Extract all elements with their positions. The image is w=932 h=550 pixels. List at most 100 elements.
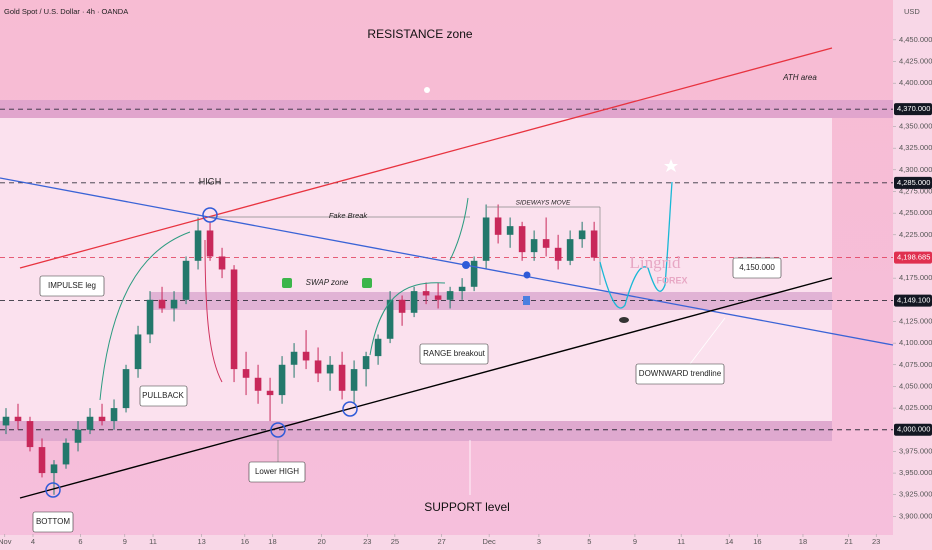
y-tick-label: 4,225.000: [899, 230, 932, 239]
projection-path: [599, 181, 673, 309]
time-axis: [0, 535, 893, 550]
label: RESISTANCE zone: [367, 27, 472, 41]
x-tick-label: 23: [363, 537, 371, 546]
price-label-box: [894, 251, 932, 264]
x-tick-label: 11: [149, 537, 157, 546]
candle-body: [266, 390, 274, 396]
candle-body: [158, 299, 166, 309]
y-tick-label: 4,050.000: [899, 381, 932, 390]
candle-body: [302, 351, 310, 361]
candle-body: [374, 338, 382, 357]
y-tick-label: 4,125.000: [899, 316, 932, 325]
x-tick-label: 21: [844, 537, 852, 546]
price-label-box: [894, 294, 932, 307]
breakout-arrow: [449, 197, 469, 261]
price-label: 4,285.000: [897, 178, 930, 187]
candle-body: [74, 429, 82, 443]
candle-body: [218, 256, 226, 270]
y-tick-label: 4,325.000: [899, 143, 932, 152]
y-tick-label: 4,075.000: [899, 360, 932, 369]
candle-body: [542, 239, 550, 248]
label-box: [139, 385, 188, 407]
x-tick-label: 9: [633, 537, 637, 546]
price-label: 4,370.000: [897, 104, 930, 113]
x-tick-label: 20: [318, 537, 326, 546]
candle-body: [230, 269, 238, 370]
x-tick-label: 16: [241, 537, 249, 546]
price-label: 4,000.000: [897, 425, 930, 434]
x-tick-label: 3: [537, 537, 541, 546]
candle-body: [326, 364, 334, 374]
marker: [424, 87, 430, 93]
candle-body: [170, 299, 178, 309]
y-tick-label: 4,450.000: [899, 35, 932, 44]
y-tick-label: 3,975.000: [899, 446, 932, 455]
candle-body: [494, 217, 502, 235]
candle-body: [290, 351, 298, 365]
label: Fake Break: [329, 211, 369, 220]
plot: [0, 108, 893, 495]
star: [664, 159, 678, 172]
y-tick-label: 3,900.000: [899, 511, 932, 520]
x-tick-label: Nov: [0, 537, 12, 546]
annotations: Gold Spot / U.S. Dollar · 4h · OANDA USD…: [4, 7, 920, 533]
candle-body: [434, 295, 442, 300]
candle-body: [578, 230, 586, 240]
watermark: FOREX: [656, 275, 687, 285]
candle-body: [182, 260, 190, 300]
label: SWAP zone: [306, 278, 349, 287]
price-label-box: [894, 423, 932, 436]
price-label: 4,198.685: [897, 253, 930, 262]
label: RANGE breakout: [423, 349, 486, 358]
breakout-arrow: [369, 282, 446, 356]
candle-body: [122, 369, 130, 409]
candle-body: [386, 299, 394, 339]
marker-dot: [523, 271, 531, 279]
y-tick-label: 3,950.000: [899, 468, 932, 477]
candle-body: [422, 291, 430, 296]
label: SUPPORT level: [424, 500, 510, 514]
candle-body: [398, 299, 406, 313]
eye: [619, 317, 629, 323]
x-tick-label: Dec: [482, 537, 496, 546]
candle-body: [134, 334, 142, 370]
y-tick-label: 3,925.000: [899, 490, 932, 499]
candle-body: [38, 447, 46, 474]
label: PULLBACK: [142, 391, 184, 400]
candle-body: [242, 369, 250, 378]
downward-trendline: [0, 177, 894, 346]
ath-zone: [0, 100, 893, 118]
candle-body: [98, 416, 106, 422]
x-tick-label: 27: [438, 537, 446, 546]
marker-dot: [462, 261, 470, 269]
price-label-box: [894, 103, 932, 116]
resistance-line: [19, 47, 833, 269]
candle-body: [518, 226, 526, 253]
label: HIGH: [199, 176, 222, 186]
candle-body: [590, 230, 598, 258]
x-tick-label: 11: [677, 537, 685, 546]
candle-body: [554, 247, 562, 261]
candle-body: [338, 364, 346, 391]
check-icon: [362, 278, 372, 288]
marker-circle: [342, 401, 358, 417]
x-tick-label: 5: [587, 537, 591, 546]
drawings: [0, 47, 894, 499]
label: DOWNWARD trendline: [639, 369, 722, 378]
x-tick-label: 14: [725, 537, 733, 546]
candle-body: [254, 377, 262, 391]
label: 4,150.000: [739, 263, 775, 272]
y-tick-label: 4,425.000: [899, 57, 932, 66]
label: Lower HIGH: [255, 467, 299, 476]
x-tick-label: 18: [799, 537, 807, 546]
y-tick-label: 4,300.000: [899, 165, 932, 174]
support-line: [19, 277, 833, 499]
candle-body: [50, 464, 58, 474]
x-tick-label: 25: [391, 537, 399, 546]
candle-body: [410, 291, 418, 313]
label-box: [39, 275, 105, 297]
y-tick-label: 4,025.000: [899, 403, 932, 412]
candle-body: [206, 230, 214, 257]
candle-body: [86, 416, 94, 430]
pullback-arrow: [204, 239, 223, 383]
